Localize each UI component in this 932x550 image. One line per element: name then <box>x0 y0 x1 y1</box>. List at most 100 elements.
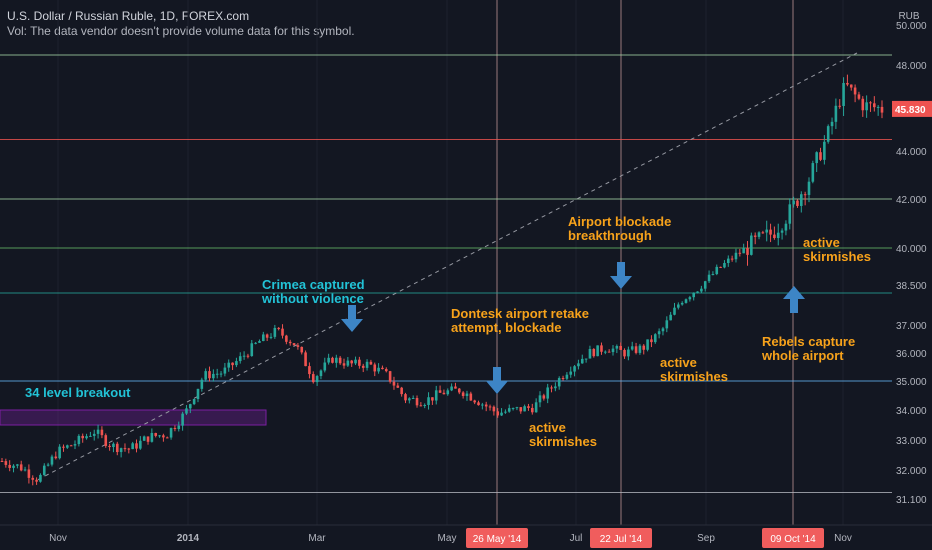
candle-body <box>392 381 396 386</box>
candle-body <box>246 355 250 357</box>
candle-body <box>431 397 434 401</box>
annotation-label: 34 level breakout <box>25 385 131 400</box>
y-tick-label: 34.000 <box>896 406 927 417</box>
candle-body <box>531 407 534 413</box>
candle-body <box>273 327 277 337</box>
candle-body <box>177 425 181 430</box>
candle-body <box>515 407 519 409</box>
candle-body <box>35 479 38 482</box>
candle-body <box>750 235 753 255</box>
candle-body <box>200 379 204 389</box>
candle-body <box>711 274 715 276</box>
candle-body <box>796 200 799 206</box>
candle-body <box>519 407 523 412</box>
candle-body <box>792 200 795 205</box>
candle-body <box>661 328 665 332</box>
candle-body <box>285 335 288 342</box>
candle-body <box>19 464 23 471</box>
date-marker-badge <box>466 528 528 548</box>
candle-body <box>826 126 830 142</box>
x-tick-label: Sep <box>697 533 715 544</box>
candle-body <box>703 281 707 289</box>
chart-symbol-title: U.S. Dollar / Russian Ruble, 1D, FOREX.c… <box>7 9 250 23</box>
candle-body <box>638 345 642 353</box>
candle-body <box>196 388 200 400</box>
candle-body <box>523 406 526 412</box>
candle-body <box>511 408 515 410</box>
candle-body <box>419 405 423 407</box>
candle-body <box>596 345 599 357</box>
candle-body <box>669 314 672 321</box>
candle-body <box>857 94 861 99</box>
candle-body <box>150 433 154 442</box>
candle-body <box>627 349 630 357</box>
candle-body <box>623 349 626 357</box>
candle-body <box>219 373 223 375</box>
candle-body <box>811 163 815 182</box>
y-tick-label: 48.000 <box>896 61 927 72</box>
volume-note: Vol: The data vendor doesn't provide vol… <box>7 24 355 38</box>
candle-body <box>696 291 699 293</box>
candle-body <box>550 387 553 389</box>
candle-body <box>715 266 719 275</box>
candle-body <box>54 456 58 459</box>
y-tick-label: 36.000 <box>896 349 927 360</box>
candle-body <box>39 474 42 482</box>
candle-body <box>308 366 311 375</box>
candle-body <box>469 393 473 401</box>
current-price-tag <box>892 100 932 117</box>
candle-body <box>823 141 826 160</box>
candle-body <box>215 373 219 375</box>
x-tick-label: Mar <box>308 533 326 544</box>
candle-body <box>269 336 273 338</box>
candle-body <box>819 152 822 160</box>
candle-body <box>849 84 853 88</box>
candle-body <box>142 436 146 441</box>
candle-body <box>181 413 184 426</box>
candle-body <box>354 359 357 364</box>
candle-body <box>830 121 834 127</box>
candle-body <box>561 378 565 380</box>
candle-body <box>212 373 215 379</box>
candle-body <box>684 299 688 303</box>
candle-body <box>92 433 96 436</box>
candle-body <box>31 477 35 480</box>
arrow-down-icon <box>341 305 363 332</box>
candle-body <box>565 374 569 379</box>
candle-body <box>4 461 8 465</box>
candle-body <box>527 406 530 408</box>
candle-body <box>192 399 196 405</box>
candle-body <box>311 374 315 383</box>
candle-body <box>27 469 31 478</box>
candle-body <box>496 411 500 416</box>
candle-body <box>742 248 745 254</box>
candle-body <box>281 328 284 336</box>
y-tick-label: 50.000 <box>896 21 927 32</box>
annotation-label: Crimea captured <box>262 277 365 292</box>
candle-body <box>388 371 392 382</box>
date-marker-label: 26 May '14 <box>473 534 522 545</box>
candle-body <box>377 367 380 372</box>
candle-body <box>557 378 561 387</box>
date-marker-label: 22 Jul '14 <box>600 534 643 545</box>
annotation-label: skirmishes <box>803 249 871 264</box>
candle-body <box>223 367 227 374</box>
currency-label: RUB <box>898 11 919 22</box>
candle-body <box>554 386 557 389</box>
candle-body <box>296 345 300 347</box>
candle-body <box>646 339 649 350</box>
arrow-up-icon <box>783 286 805 313</box>
candle-body <box>404 394 407 401</box>
candle-body <box>815 152 818 164</box>
x-tick-label: Nov <box>834 533 852 544</box>
candle-body <box>673 307 676 315</box>
candle-body <box>139 440 142 449</box>
annotation-label: active <box>660 355 697 370</box>
candle-body <box>108 445 111 448</box>
candle-body <box>23 469 27 471</box>
candle-body <box>838 105 842 107</box>
candle-body <box>700 288 703 292</box>
x-tick-label: May <box>438 533 457 544</box>
annotation-label: Rebels capture <box>762 334 855 349</box>
